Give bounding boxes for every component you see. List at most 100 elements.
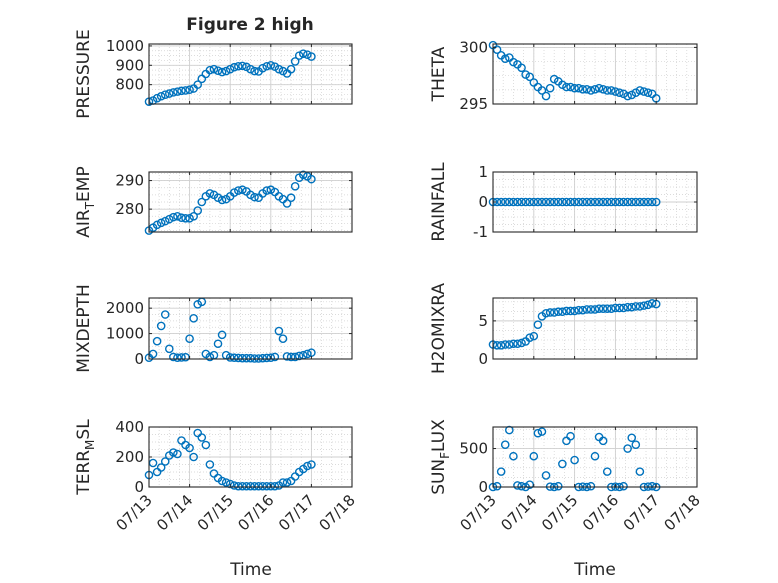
data-point	[278, 334, 288, 343]
data-point	[623, 444, 632, 453]
data-point	[225, 64, 235, 74]
data-point	[594, 197, 604, 207]
data-point	[635, 467, 645, 476]
data-point	[566, 306, 575, 316]
data-point	[246, 64, 255, 74]
data-point	[173, 353, 182, 363]
data-point	[164, 344, 174, 354]
data-point	[290, 352, 300, 362]
data-point	[553, 307, 563, 317]
data-point	[197, 197, 207, 207]
data-point	[643, 88, 653, 97]
data-point	[234, 353, 243, 363]
y-axis-label: TERRMSL	[74, 419, 97, 496]
data-point	[562, 197, 571, 207]
data-point	[185, 85, 194, 94]
data-point	[238, 481, 247, 491]
data-point	[513, 481, 522, 490]
data-point	[643, 197, 653, 207]
data-point	[607, 86, 616, 95]
data-point	[189, 314, 198, 323]
data-point	[164, 214, 174, 224]
data-point	[303, 461, 312, 471]
data-point	[513, 197, 522, 207]
axes-frame	[148, 297, 353, 360]
data-point	[525, 333, 535, 342]
data-point	[221, 478, 231, 487]
data-point	[274, 326, 284, 336]
data-point	[500, 197, 510, 207]
data-point	[250, 66, 259, 76]
data-point	[282, 199, 292, 208]
data-point	[307, 174, 316, 184]
data-point	[647, 197, 657, 207]
data-point	[217, 195, 227, 205]
y-tick-label: 800	[115, 76, 144, 94]
data-point	[586, 481, 596, 491]
data-point	[185, 213, 194, 223]
data-point	[181, 213, 190, 223]
data-point	[627, 433, 637, 443]
data-point	[631, 302, 641, 311]
y-tick-label: 0	[478, 350, 488, 368]
data-point	[562, 306, 571, 316]
data-point	[582, 305, 592, 314]
data-point	[274, 64, 284, 74]
y-tick-label: 200	[115, 448, 144, 466]
y-axis-label: MIXDEPTH	[74, 284, 94, 373]
data-point	[594, 83, 604, 93]
data-point	[602, 197, 612, 207]
data-point	[541, 308, 551, 318]
data-point	[566, 197, 575, 207]
data-point	[164, 89, 174, 98]
y-tick-label: 300	[459, 38, 488, 56]
data-point	[500, 54, 510, 64]
data-point	[586, 197, 596, 207]
data-point	[258, 353, 267, 363]
y-axis-label: SUNFLUX	[429, 419, 452, 495]
y-tick-label: 0	[478, 193, 488, 211]
data-point	[189, 211, 198, 221]
data-point	[181, 86, 190, 95]
data-point	[631, 440, 641, 449]
data-point	[566, 431, 575, 441]
data-point	[286, 193, 296, 203]
data-point	[307, 52, 316, 61]
data-point	[173, 211, 182, 221]
data-point	[651, 197, 661, 207]
data-point	[619, 481, 628, 491]
data-point	[537, 427, 547, 436]
data-point	[298, 170, 308, 180]
data-point	[152, 220, 162, 230]
data-point	[529, 197, 539, 207]
data-point	[217, 330, 227, 340]
x-axis-label-right: Time	[573, 560, 616, 580]
data-point	[509, 339, 518, 349]
y-tick-label: 1000	[106, 325, 144, 343]
data-point	[627, 197, 637, 207]
data-point	[635, 197, 645, 207]
data-point	[570, 197, 579, 207]
y-axis-label: H2OMIXRA	[429, 283, 449, 374]
data-point	[586, 305, 596, 314]
data-point	[615, 197, 624, 207]
data-point	[598, 84, 608, 94]
y-tick-label: 2000	[106, 299, 144, 317]
data-point	[152, 93, 162, 103]
data-point	[549, 308, 559, 317]
data-point	[152, 336, 162, 346]
data-point	[250, 481, 259, 491]
data-point	[602, 467, 612, 476]
data-point	[286, 352, 296, 362]
y-tick-label: 295	[459, 95, 488, 113]
axes-frame	[492, 297, 698, 360]
data-point	[205, 189, 215, 198]
data-point	[169, 352, 178, 362]
data-point	[525, 72, 535, 82]
data-point	[639, 301, 649, 310]
data-point	[574, 197, 583, 207]
data-point	[578, 305, 588, 315]
data-point	[294, 51, 304, 60]
y-tick-label: 400	[115, 418, 144, 436]
data-point	[578, 197, 588, 207]
